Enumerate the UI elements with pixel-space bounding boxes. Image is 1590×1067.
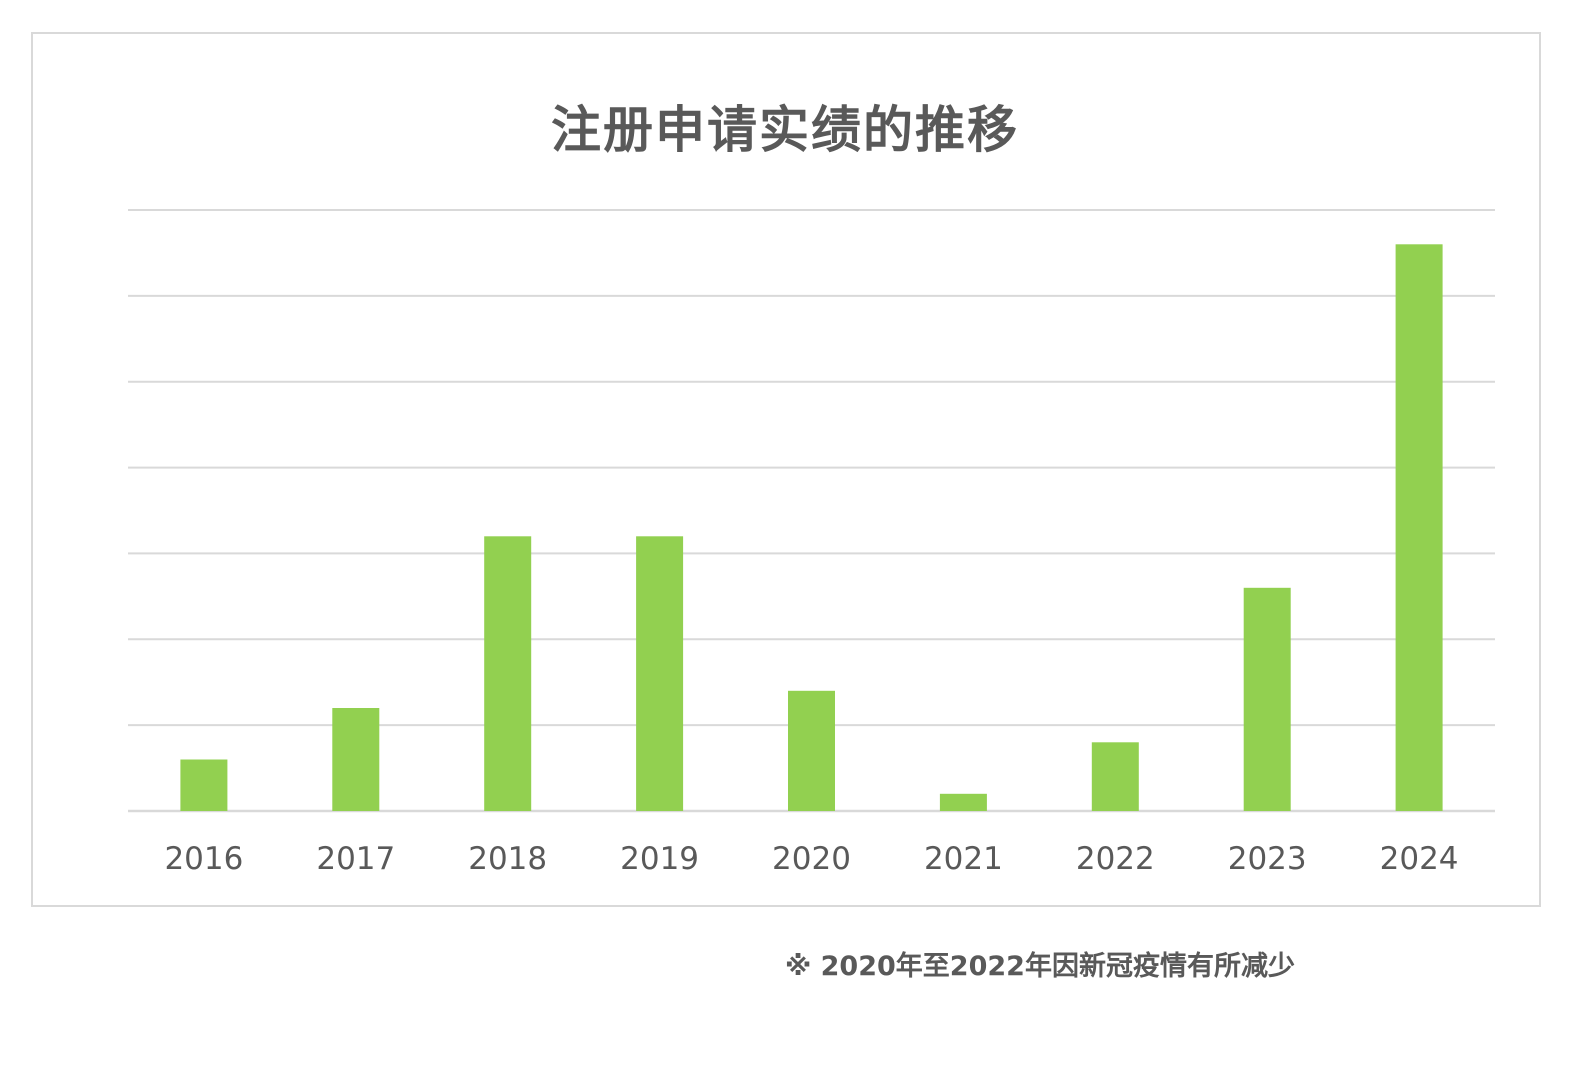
bar-2021 bbox=[939, 793, 987, 811]
bar-2022 bbox=[1091, 742, 1139, 811]
x-tick-label-2017: 2017 bbox=[316, 841, 395, 877]
bar-2017 bbox=[332, 708, 380, 811]
bars bbox=[180, 244, 1443, 812]
bar-2024 bbox=[1395, 244, 1443, 812]
x-tick-label-2022: 2022 bbox=[1076, 841, 1155, 877]
x-tick-label-2019: 2019 bbox=[620, 841, 699, 877]
bar-2019 bbox=[636, 536, 684, 811]
x-tick-label-2023: 2023 bbox=[1228, 841, 1307, 877]
bar-2020 bbox=[788, 690, 835, 811]
bar-2018 bbox=[484, 536, 532, 811]
x-tick-label-2020: 2020 bbox=[772, 841, 851, 877]
x-tick-label-2021: 2021 bbox=[924, 841, 1003, 877]
bar-2023 bbox=[1243, 587, 1291, 811]
x-tick-label-2024: 2024 bbox=[1380, 841, 1459, 877]
x-tick-labels: 2016 2017 2018 2019 2020 2021 2022 2023 2024 bbox=[164, 841, 1458, 877]
chart-title: 注册申请实绩的推移 bbox=[551, 101, 1019, 159]
x-tick-label-2016: 2016 bbox=[164, 841, 243, 877]
x-tick-label-2018: 2018 bbox=[468, 841, 547, 877]
footnote: ※ 2020年至2022年因新冠疫情有所减少 bbox=[785, 951, 1295, 982]
bar-2016 bbox=[180, 759, 228, 811]
